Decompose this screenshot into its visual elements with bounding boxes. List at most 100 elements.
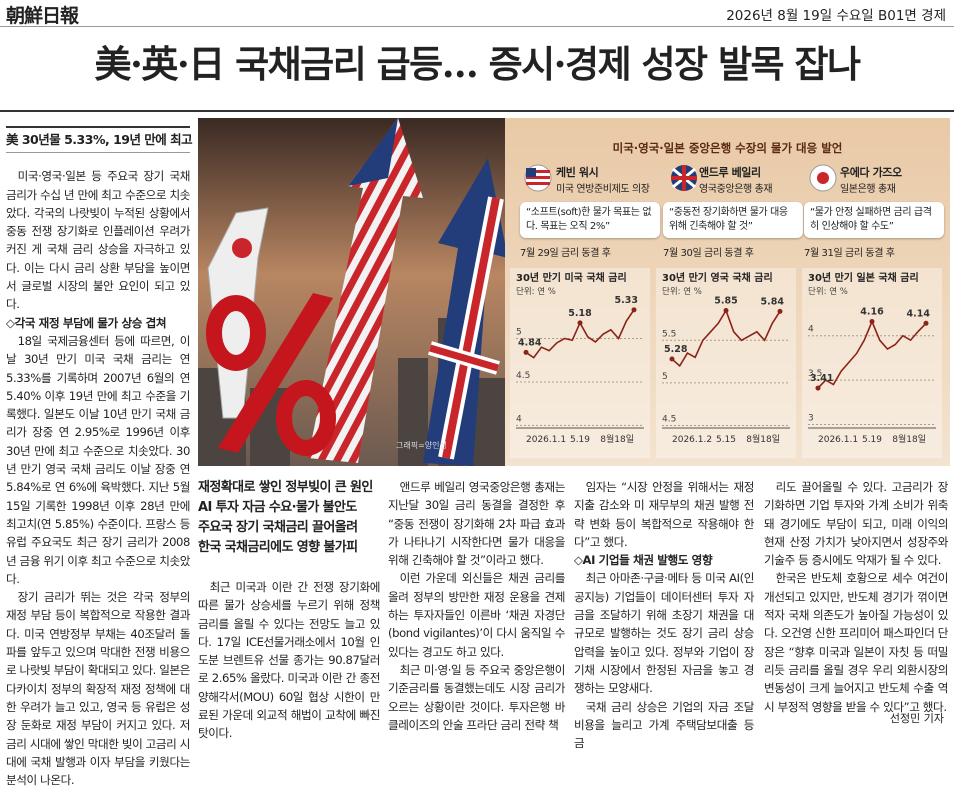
paragraph: 한국은 반도체 호황으로 세수 여건이 개선되고 있지만, 반도체 경기가 꺾이… bbox=[764, 571, 948, 714]
quote: “중동전 장기화하면 물가 대응 위해 긴축해야 할 것” bbox=[663, 202, 803, 238]
paragraph: 임자는 “시장 안정을 위해서는 재정 지출 감소와 미 재무부의 채권 발행 … bbox=[574, 480, 754, 549]
deck-line: 주요국 장기 국채금리 끌어올려 bbox=[198, 520, 358, 535]
paragraph: 최근 미국과 이란 간 전쟁 장기화에 따른 물가 상승세를 누르기 위해 정책… bbox=[198, 580, 380, 741]
y-tick-label: 3 bbox=[808, 413, 814, 423]
paragraph: 최근 아마존·구글·메타 등 미국 AI(인공지능) 기업들이 데이터센터 투자… bbox=[574, 571, 754, 696]
x-tick-label: 8월18일 bbox=[600, 433, 634, 445]
value-label: 4.84 bbox=[518, 337, 542, 348]
point bbox=[815, 385, 821, 391]
y-tick-label: 4 bbox=[516, 414, 522, 424]
deck-line: AI 투자 자금 수요·물가 불안도 bbox=[198, 500, 357, 515]
y-tick-label: 5 bbox=[662, 372, 668, 382]
series-line bbox=[671, 308, 781, 368]
headline: 美·英·日 국채금리 급등… 증시·경제 성장 발목 잡나 bbox=[94, 42, 861, 86]
x-tick-label: 8월18일 bbox=[746, 433, 780, 445]
unit-label: 단위: 연 % bbox=[808, 286, 848, 297]
graphic-title: 미국·영국·일본 중앙은행 수장의 물가 대응 발언 bbox=[612, 141, 843, 155]
byline: 선정민 기자 bbox=[889, 712, 944, 725]
official-name: 케빈 워시 bbox=[556, 166, 599, 179]
official-role: 미국 연방준비제도 의장 bbox=[556, 184, 650, 195]
official-role: 영국중앙은행 총재 bbox=[699, 184, 773, 195]
y-tick-label: 5.5 bbox=[662, 329, 676, 339]
x-tick-label: 2026.1.1 bbox=[526, 435, 566, 445]
value-label: 4.16 bbox=[860, 307, 884, 318]
chart-title: 30년 만기 일본 국채 금리 bbox=[808, 271, 919, 284]
credit: 그래픽=양인성 bbox=[396, 441, 447, 450]
value-label: 5.33 bbox=[615, 295, 638, 306]
graphic-art bbox=[198, 118, 950, 466]
quote-date: 7월 31일 금리 동결 후 bbox=[804, 248, 895, 259]
official-role: 일본은행 총재 bbox=[840, 184, 896, 195]
paragraph: 장기 금리가 뛰는 것은 각국 정부의 재정 부담 등이 복합적으로 작용한 결… bbox=[6, 590, 190, 788]
value-label: 5.84 bbox=[761, 296, 785, 307]
paragraph: 18일 국제금융센터 등에 따르면, 이날 30년 만기 미국 국채 금리는 연… bbox=[6, 333, 190, 586]
paragraph: 앤드루 베일리 영국중앙은행 총재는 지난달 30일 금리 동결을 결정한 후 … bbox=[388, 480, 565, 568]
x-tick-label: 2026.1.1 bbox=[818, 435, 858, 445]
rule bbox=[0, 110, 954, 112]
unit-label: 단위: 연 % bbox=[662, 286, 702, 297]
paragraph: 리도 끌어올릴 수 있다. 고금리가 장기화하면 기업 투자와 가계 소비가 위… bbox=[764, 480, 948, 568]
quote-date: 7월 30일 금리 동결 후 bbox=[663, 248, 754, 259]
x-tick-label: 5.19 bbox=[862, 435, 882, 445]
y-tick-label: 4.5 bbox=[516, 371, 530, 381]
rule bbox=[0, 26, 954, 27]
quote-date: 7월 29일 금리 동결 후 bbox=[520, 248, 611, 259]
point bbox=[523, 349, 529, 355]
x-tick-label: 5.15 bbox=[716, 435, 736, 445]
chart-title: 30년 만기 미국 국채 금리 bbox=[516, 271, 627, 284]
value-label: 5.18 bbox=[568, 308, 592, 319]
quote: “소프트(soft)한 물가 목표는 없다. 목표는 오직 2%” bbox=[520, 202, 660, 238]
section-heading: ◇AI 기업들 채권 발행도 영향 bbox=[574, 553, 713, 568]
y-tick-label: 3.5 bbox=[808, 369, 822, 379]
point bbox=[869, 319, 875, 325]
official-name: 앤드루 베일리 bbox=[699, 166, 761, 179]
y-tick-label: 4.5 bbox=[662, 414, 676, 424]
paragraph: 미국·영국·일본 등 주요국 장기 국채 금리가 수십 년 만에 최고 수준으로… bbox=[6, 169, 190, 312]
deck-line: 한국 국채금리에도 영향 불가피 bbox=[198, 540, 358, 555]
point bbox=[669, 356, 675, 362]
official-name: 우에다 가즈오 bbox=[840, 166, 902, 179]
column: 임자는 “시장 안정을 위해서는 재정 지출 감소와 미 재무부의 채권 발행 … bbox=[574, 478, 754, 752]
dateline: 2026년 8월 19일 수요일 B01면 경제 bbox=[726, 8, 946, 24]
point bbox=[723, 308, 729, 314]
x-tick-label: 8월18일 bbox=[892, 433, 926, 445]
y-tick-label: 4 bbox=[808, 325, 814, 335]
y-tick-label: 5 bbox=[516, 327, 522, 337]
point bbox=[577, 320, 583, 326]
point bbox=[923, 320, 929, 326]
x-tick-label: 2026.1.2 bbox=[672, 435, 712, 445]
paragraph: 이런 가운데 외신들은 채권 금리를 올려 정부의 방만한 재정 운용을 견제하… bbox=[388, 571, 565, 659]
chart-title: 30년 만기 영국 국채 금리 bbox=[662, 271, 773, 284]
series-line bbox=[817, 319, 927, 389]
x-tick-label: 5.19 bbox=[570, 435, 590, 445]
point bbox=[631, 307, 637, 313]
deck-line: 재정확대로 쌓인 정부빚이 큰 원인 bbox=[198, 480, 373, 495]
quote: “물가 안정 실패하면 금리 급격히 인상해야 할 수도” bbox=[804, 202, 944, 238]
subhead: 美 30년물 5.33%, 19년 만에 최고 bbox=[6, 126, 193, 154]
paragraph: 최근 미·영·일 등 주요국 중앙은행이 기준금리를 동결했는데도 시장 금리가… bbox=[388, 662, 565, 732]
left-column: 美 30년물 5.33%, 19년 만에 최고 미국·영국·일본 등 주요국 장… bbox=[6, 126, 193, 789]
point bbox=[777, 308, 783, 314]
paragraph: 국채 금리 상승은 기업의 자금 조달 비용을 늘리고 가계 주택담보대출 등 … bbox=[574, 699, 754, 751]
value-label: 4.14 bbox=[907, 308, 931, 319]
value-label: 5.85 bbox=[714, 296, 737, 307]
section-heading: ◇각국 재정 부담에 물가 상승 겹쳐 bbox=[6, 315, 167, 330]
value-label: 5.28 bbox=[664, 344, 688, 355]
column: 리도 끌어올릴 수 있다. 고금리가 장기화하면 기업 투자와 가계 소비가 위… bbox=[764, 478, 948, 716]
logo: 朝鮮日報 bbox=[6, 5, 79, 27]
value-label: 3.41 bbox=[810, 373, 833, 384]
column: 앤드루 베일리 영국중앙은행 총재는 지난달 30일 금리 동결을 결정한 후 … bbox=[388, 478, 565, 734]
graphic: 미국·영국·일본 중앙은행 수장의 물가 대응 발언 그래픽=양인성 케빈 워시… bbox=[198, 118, 950, 466]
newspaper-page: 朝鮮日報 2026년 8월 19일 수요일 B01면 경제 美·英·日 국채금리… bbox=[0, 5, 954, 788]
